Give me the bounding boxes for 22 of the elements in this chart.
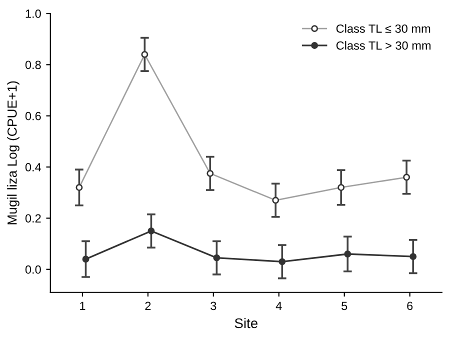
- y-tick-label: 1.0: [26, 10, 41, 18]
- x-tick-label: 5: [342, 302, 348, 310]
- y-tick-label: 0.2: [25, 214, 41, 223]
- x-tick-label: 6: [407, 302, 413, 310]
- point: [344, 250, 352, 258]
- x-axis-title: Site: [234, 318, 258, 328]
- x-tick-label: 2: [145, 302, 151, 310]
- x-tick-label: 3: [210, 302, 216, 310]
- y-tick-label: 0.6: [25, 112, 41, 120]
- point: [82, 256, 90, 263]
- y-tick-label: 0.4: [25, 163, 42, 172]
- y-axis-title: Mugil liza Log (CPUE+1): [7, 81, 20, 224]
- point: [278, 258, 286, 266]
- legend-label: Class TL ≤ 30 mm: [336, 24, 430, 33]
- point: [213, 254, 220, 262]
- x-tick-label: 4: [276, 302, 282, 310]
- x-tick-label: 1: [80, 302, 86, 310]
- y-tick-label: 0.8: [25, 60, 41, 70]
- legend-label: Class TL > 30 mm: [336, 41, 430, 50]
- point: [410, 253, 417, 260]
- point: [148, 228, 155, 234]
- y-tick-label: 0.0: [25, 265, 41, 274]
